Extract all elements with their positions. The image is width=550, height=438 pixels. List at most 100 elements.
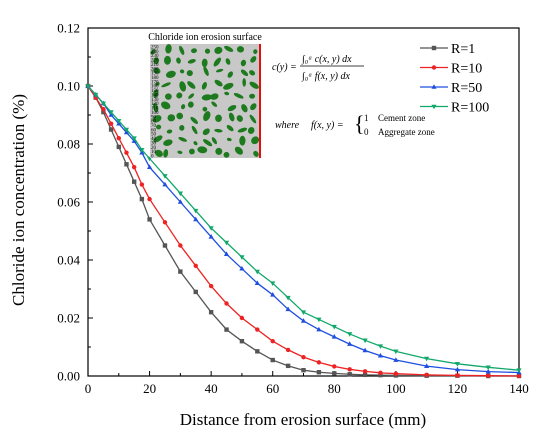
aggregate-particle <box>191 48 197 54</box>
aggregate-particle <box>202 106 208 112</box>
aggregate-particle <box>176 112 184 120</box>
aggregate-particle <box>153 135 163 143</box>
inset-y-tick-label: 250 <box>151 46 159 51</box>
data-point <box>177 199 183 204</box>
aggregate-particle <box>240 59 247 67</box>
data-point <box>124 162 129 167</box>
data-point <box>270 339 275 344</box>
aggregate-particle <box>203 111 211 122</box>
aggregate-particle <box>227 105 237 112</box>
aggregate-particle <box>215 147 223 155</box>
y-tick-label: 0.00 <box>57 369 80 384</box>
data-point <box>101 109 106 115</box>
x-tick-label: 60 <box>266 381 279 396</box>
y-tick-label: 0.04 <box>57 253 80 268</box>
case-brace: { <box>354 111 365 136</box>
aggregate-particle <box>165 93 172 100</box>
data-point <box>301 354 306 360</box>
y-tick-label: 0.10 <box>57 79 80 94</box>
data-point <box>362 372 368 378</box>
aggregate-particle <box>179 125 185 131</box>
data-point <box>393 371 399 376</box>
data-point <box>255 327 260 332</box>
data-point <box>139 182 145 187</box>
aggregate-particle <box>188 93 195 99</box>
formula-lhs: c(y) = <box>272 62 297 73</box>
where-label: where <box>275 120 300 131</box>
inset: Chloride ion erosion surface 25024023022… <box>148 32 262 160</box>
aggregate-particle <box>201 81 207 90</box>
data-point <box>455 373 460 378</box>
y-axis-title: Chloride ion concentration (%) <box>9 94 28 306</box>
data-point <box>285 306 291 312</box>
aggregate-particle <box>240 69 249 77</box>
aggregate-particle <box>201 94 213 101</box>
data-point <box>362 347 368 353</box>
inset-y-tick-label: 60 <box>151 128 157 133</box>
aggregate-particle <box>153 89 159 98</box>
data-point <box>285 295 291 301</box>
data-point <box>362 369 368 374</box>
inset-aggregates <box>150 44 260 158</box>
axes: 0 20 40 60 80 100 120 1400.000.020.040.060.080.… <box>57 21 529 397</box>
data-point <box>347 367 352 372</box>
aggregate-particle <box>213 57 222 67</box>
y-tick-label: 0.06 <box>57 195 80 210</box>
data-point <box>516 368 522 373</box>
inset-y-tick-label: 240 <box>151 50 159 55</box>
data-point <box>208 226 214 231</box>
data-point <box>162 181 168 187</box>
case-0-value: 0 <box>364 127 369 137</box>
case-1-value: 1 <box>364 113 369 123</box>
data-point <box>347 341 353 346</box>
aggregate-particle <box>215 114 222 122</box>
data-point <box>116 144 121 150</box>
y-tick-label: 0.02 <box>57 311 80 326</box>
aggregate-particle <box>211 101 218 107</box>
data-point <box>131 136 137 141</box>
data-point <box>100 101 106 107</box>
aggregate-particle <box>190 116 199 124</box>
aggregate-particle <box>179 69 185 74</box>
series-4 <box>85 84 522 373</box>
aggregate-particle <box>154 149 163 157</box>
y-tick-label: 0.08 <box>57 137 80 152</box>
aggregate-particle <box>176 57 181 64</box>
aggregate-particle <box>223 151 230 158</box>
inset-title: Chloride ion erosion surface <box>148 32 262 43</box>
inset-y-tick-label: 130 <box>151 98 159 103</box>
inset-y-tick-label: 190 <box>151 72 159 77</box>
inset-y-tick-label: 80 <box>151 120 157 125</box>
data-point <box>516 373 522 379</box>
aggregate-particle <box>226 125 234 132</box>
series-layer <box>85 83 522 379</box>
data-point <box>393 349 399 355</box>
inset-y-tick-label: 30 <box>151 141 157 146</box>
inset-y-tick-label: 150 <box>151 89 159 94</box>
data-point <box>116 136 121 141</box>
data-point <box>316 370 322 375</box>
inset-y-tick-label: 210 <box>151 63 159 68</box>
aggregate-particle <box>227 71 234 78</box>
data-point <box>316 360 322 365</box>
data-point <box>270 292 276 297</box>
inset-y-ticks: 2502402302202102001901801701601501401301… <box>151 46 159 160</box>
data-point <box>101 107 106 112</box>
data-point <box>178 269 183 274</box>
inset-y-tick-label: 230 <box>151 54 159 59</box>
data-point <box>177 191 183 197</box>
x-tick-label: 140 <box>509 381 529 396</box>
legend-label: R=1 <box>451 42 475 57</box>
legend-marker <box>431 84 437 89</box>
where-function: f(x, y) = <box>311 120 344 131</box>
x-axis-title: Distance from erosion surface (mm) <box>180 410 426 429</box>
data-point <box>270 281 276 286</box>
x-tick-label: 20 <box>143 381 156 396</box>
data-point <box>424 363 430 368</box>
aggregate-particle <box>203 139 213 147</box>
data-point <box>146 164 153 169</box>
aggregate-particle <box>177 150 183 154</box>
aggregate-particle <box>176 92 183 99</box>
aggregate-particle <box>237 127 248 133</box>
